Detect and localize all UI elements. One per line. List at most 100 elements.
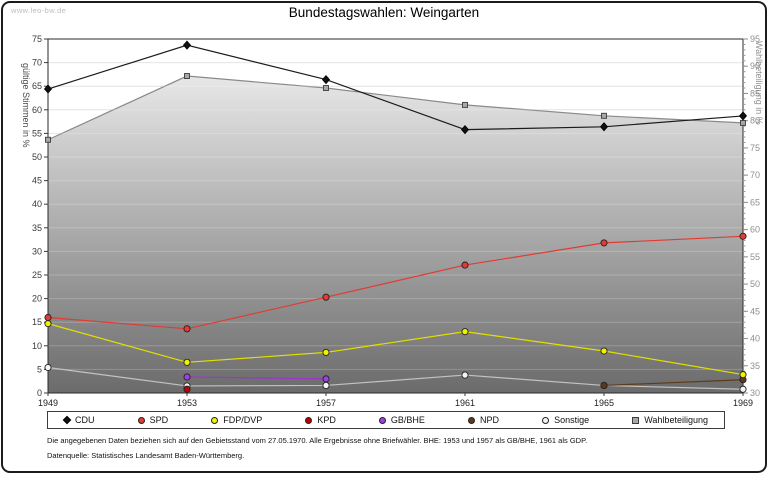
left-axis-tick-label: 40 — [32, 199, 42, 209]
data-point-cdu — [460, 125, 470, 135]
series-line-fdpdvp — [47, 323, 744, 376]
data-point-sonstige — [44, 363, 52, 372]
data-point-npd — [600, 381, 608, 389]
data-point-fdp/dvp — [739, 371, 747, 379]
election-line-chart: 0 5 10 15 20 25 30 35 40 45 50 55 60 65 70 75 30 35 40 45 50… — [21, 34, 764, 408]
legend-item-wahlbeteiligung: Wahlbeteiligung — [632, 415, 708, 425]
legend-item-npd: NPD — [468, 415, 499, 425]
right-axis-title: Wahlbeteiligung in % — [754, 41, 764, 125]
legend-item-fdpdvp: FDP/DVP — [211, 415, 262, 425]
data-point-cdu — [182, 40, 192, 50]
left-axis-tick-label: 60 — [32, 105, 42, 115]
x-axis-year-label: 1949 — [38, 398, 58, 408]
left-axis-title: gültige Stimmen in % — [21, 63, 31, 148]
data-point-cdu — [599, 122, 609, 132]
left-axis-tick-label: 25 — [32, 270, 42, 280]
data-point-cdu — [738, 111, 748, 121]
left-axis-tick-label: 15 — [32, 317, 42, 327]
legend-circle-icon — [468, 416, 476, 424]
right-axis-tick-label: 45 — [750, 306, 760, 316]
x-axis-year-label: 1957 — [316, 398, 336, 408]
data-point-wahlbeteiligung — [184, 73, 190, 79]
series-line-wahlbeteiligung — [47, 75, 744, 141]
data-point-fdp/dvp — [600, 347, 608, 355]
x-axis-year-label: 1953 — [177, 398, 197, 408]
right-axis-tick-label: 65 — [750, 197, 760, 207]
data-point-gb/bhe — [183, 373, 191, 381]
data-point-sonstige — [461, 371, 469, 379]
right-axis-tick-label: 85 — [750, 88, 760, 98]
legend-circle-icon — [211, 416, 219, 424]
x-axis-year-label: 1961 — [455, 398, 475, 408]
legend-label: Sonstige — [554, 415, 590, 425]
left-axis-tick-label: 20 — [32, 294, 42, 304]
x-axis-year-label: 1969 — [733, 398, 753, 408]
data-point-cdu — [43, 84, 53, 94]
data-point-wahlbeteiligung — [601, 112, 607, 119]
left-axis-tick-label: 55 — [32, 128, 42, 138]
legend-item-cdu: CDU — [62, 415, 95, 425]
legend-label: KPD — [317, 415, 336, 425]
legend-circle-icon — [378, 416, 386, 424]
right-axis-tick-label: 75 — [750, 143, 760, 153]
data-point-sonstige — [322, 381, 330, 389]
right-axis-tick-label: 90 — [750, 61, 760, 71]
data-point-fdp/dvp — [183, 358, 191, 366]
legend-label: FDP/DVP — [223, 415, 263, 425]
left-axis-tick-label: 45 — [32, 176, 42, 186]
left-axis-tick-label: 5 — [37, 364, 42, 374]
data-point-wahlbeteiligung — [740, 119, 746, 126]
legend-item-sonstige: Sonstige — [542, 415, 589, 425]
left-axis-tick-label: 10 — [32, 341, 42, 351]
data-point-spd — [44, 313, 52, 322]
right-axis-tick-label: 30 — [750, 388, 760, 398]
x-axis-year-label: 1965 — [594, 398, 614, 408]
series-line-npd — [603, 379, 744, 387]
legend-label: GB/BHE — [390, 415, 425, 425]
left-axis-tick-label: 30 — [32, 246, 42, 256]
right-axis-tick-label: 55 — [750, 252, 760, 262]
legend-square-icon — [632, 416, 640, 424]
right-axis-tick-label: 70 — [750, 170, 760, 180]
legend-item-spd: SPD — [137, 415, 169, 425]
legend-circle-icon — [137, 416, 145, 424]
legend-item-kpd: KPD — [305, 415, 336, 425]
data-point-spd — [600, 239, 608, 247]
series-line-sonstige — [47, 366, 744, 390]
left-axis-tick-label: 50 — [32, 152, 42, 162]
data-point-spd — [183, 325, 191, 333]
right-axis-tick-label: 35 — [750, 361, 760, 371]
data-point-fdp/dvp — [44, 320, 52, 328]
series-line-gbbhe — [186, 376, 327, 380]
data-point-kpd — [183, 385, 191, 393]
legend-circle-icon — [305, 416, 313, 424]
left-axis-tick-label: 75 — [32, 34, 42, 44]
right-axis-tick-label: 40 — [750, 334, 760, 344]
data-point-gb/bhe — [322, 375, 330, 383]
footnote-note: Die angegebenen Daten beziehen sich auf … — [47, 436, 588, 445]
data-point-wahlbeteiligung — [323, 85, 329, 91]
right-axis-tick-label: 80 — [750, 116, 760, 126]
data-point-fdp/dvp — [461, 328, 469, 336]
data-point-wahlbeteiligung — [462, 101, 468, 108]
right-axis-tick-label: 50 — [750, 279, 760, 289]
data-point-spd — [739, 232, 747, 240]
data-point-sonstige — [739, 385, 747, 393]
right-axis-tick-label: 60 — [750, 225, 760, 235]
legend-circle-icon — [542, 416, 550, 424]
watermark: www.leo-bw.de — [11, 6, 67, 15]
legend-diamond-icon — [62, 415, 72, 425]
chart-legend: CDU SPD FDP/DVP KPD GB/BHE NPD Sonstige Wahlbet… — [47, 411, 725, 429]
legend-label: SPD — [149, 415, 169, 425]
series-line-spd — [47, 235, 744, 330]
data-point-cdu — [321, 74, 331, 85]
left-axis-tick-label: 35 — [32, 223, 42, 233]
legend-item-gbbhe: GB/BHE — [378, 415, 425, 425]
footnote-source: Datenquelle: Statistisches Landesamt Bad… — [47, 451, 245, 460]
data-point-spd — [322, 293, 330, 301]
turnout-area — [48, 76, 743, 393]
series-line-cdu — [47, 44, 744, 131]
data-point-wahlbeteiligung — [45, 136, 51, 143]
plot-border — [47, 38, 744, 394]
